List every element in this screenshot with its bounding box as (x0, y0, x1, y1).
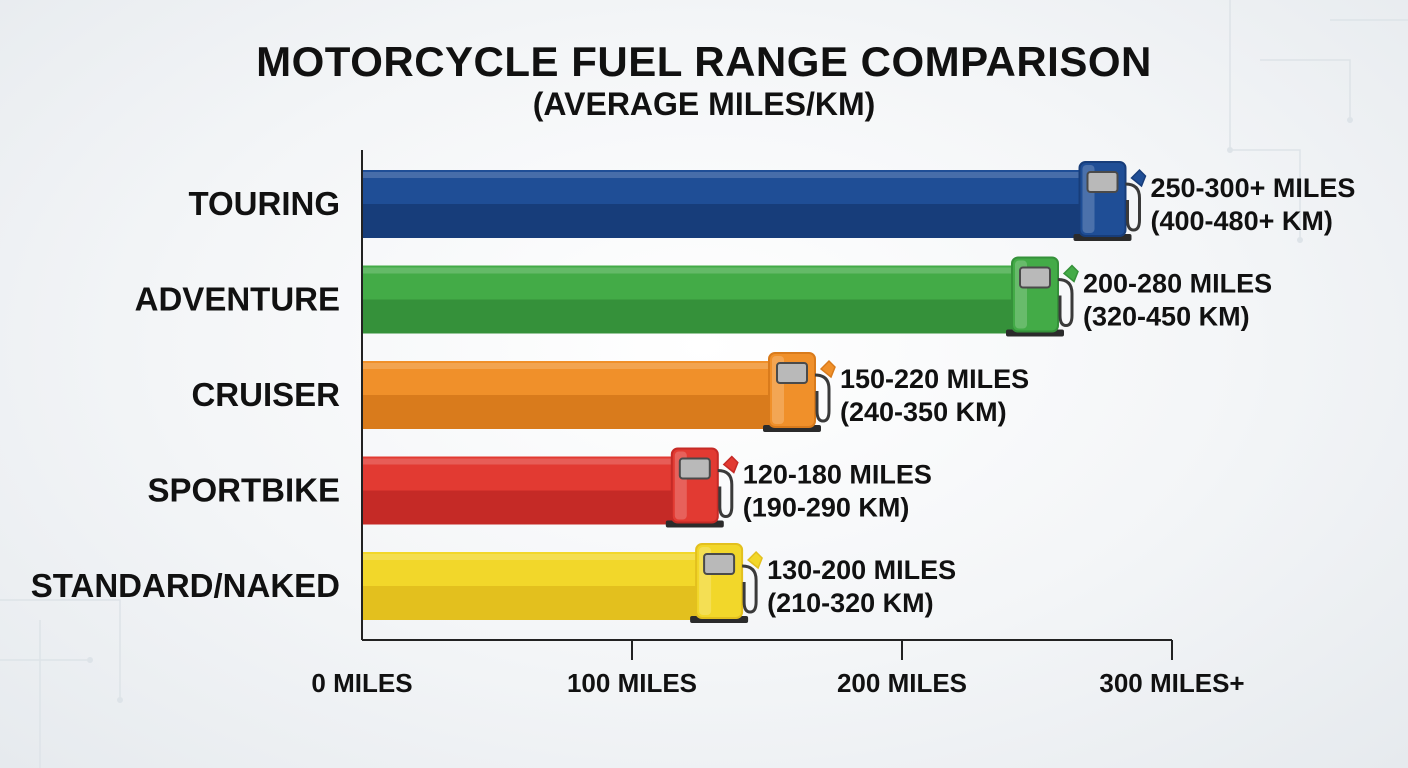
fuel-pump-icon (665, 447, 739, 528)
value-label-miles: 200-280 MILES (1083, 269, 1272, 299)
bar-group: SPORTBIKE 120-180 MILES(190-290 KM) (147, 447, 932, 528)
category-label: STANDARD/NAKED (31, 567, 340, 604)
pump-nozzle (1062, 264, 1079, 283)
value-label-miles: 120-180 MILES (743, 460, 932, 490)
pump-screen (703, 553, 736, 575)
value-label-km: (190-290 KM) (743, 493, 910, 523)
value-label-miles: 150-220 MILES (840, 364, 1029, 394)
bar-gloss (363, 554, 722, 560)
pump-screen (1019, 266, 1051, 289)
bar-shade (363, 586, 722, 620)
chart-subtitle: (AVERAGE MILES/KM) (532, 86, 876, 122)
value-label-km: (240-350 KM) (840, 397, 1007, 427)
fuel-pump-icon (1006, 256, 1079, 337)
pump-screen (1086, 171, 1119, 193)
pump-nozzle (746, 550, 763, 570)
x-tick-label: 300 MILES+ (1099, 668, 1244, 698)
category-label: TOURING (188, 185, 340, 222)
pump-nozzle (1130, 168, 1147, 188)
value-label-km: (320-450 KM) (1083, 302, 1250, 332)
bar-shade (363, 299, 1037, 334)
category-label: ADVENTURE (135, 281, 340, 318)
bar-group: TOURING 250-300+ MILES(400-480+ KM) (188, 161, 1356, 241)
pump-hose (742, 564, 758, 614)
pump-screen (678, 457, 711, 480)
category-label: CRUISER (191, 376, 340, 413)
fuel-pump-icon (690, 543, 763, 623)
bar-shade (363, 395, 794, 429)
x-tick-label: 200 MILES (837, 668, 967, 698)
value-label-miles: 130-200 MILES (767, 555, 956, 585)
bar-shade (363, 204, 1105, 238)
chart-bars: TOURING 250-300+ MILES(400-480+ KM) ADVENT… (31, 161, 1356, 623)
bar-gloss (363, 172, 1105, 178)
bar-group: ADVENTURE 200-280 MILES(320-450 KM) (135, 256, 1272, 337)
bar-gloss (363, 363, 794, 369)
pump-hose (1125, 182, 1141, 232)
fuel-pump-icon (763, 352, 836, 432)
pump-nozzle (819, 359, 836, 379)
pump-hose (717, 469, 734, 519)
pump-nozzle (722, 455, 739, 474)
pump-hose (814, 373, 831, 423)
x-tick-label: 100 MILES (567, 668, 697, 698)
category-label: SPORTBIKE (147, 472, 340, 509)
bar-shade (363, 490, 697, 525)
pump-hose (1057, 278, 1074, 328)
value-label-km: (210-320 KM) (767, 588, 934, 618)
x-tick-label: 0 MILES (311, 668, 412, 698)
x-axis-ticks: 0 MILES 100 MILES 200 MILES 300 MILES+ (311, 640, 1245, 698)
value-label-miles: 250-300+ MILES (1151, 173, 1356, 203)
bar-gloss (363, 267, 1037, 274)
fuel-pump-icon (1073, 161, 1147, 241)
chart-axes (361, 150, 1172, 641)
bar-gloss (363, 458, 697, 465)
bar-group: STANDARD/NAKED 130-200 MILES(210-320 KM) (31, 543, 956, 623)
value-label-km: (400-480+ KM) (1151, 206, 1333, 236)
chart-title: MOTORCYCLE FUEL RANGE COMPARISON (256, 38, 1152, 85)
bar-group: CRUISER 150-220 MILES(240-350 KM) (191, 352, 1029, 432)
pump-screen (776, 362, 808, 384)
